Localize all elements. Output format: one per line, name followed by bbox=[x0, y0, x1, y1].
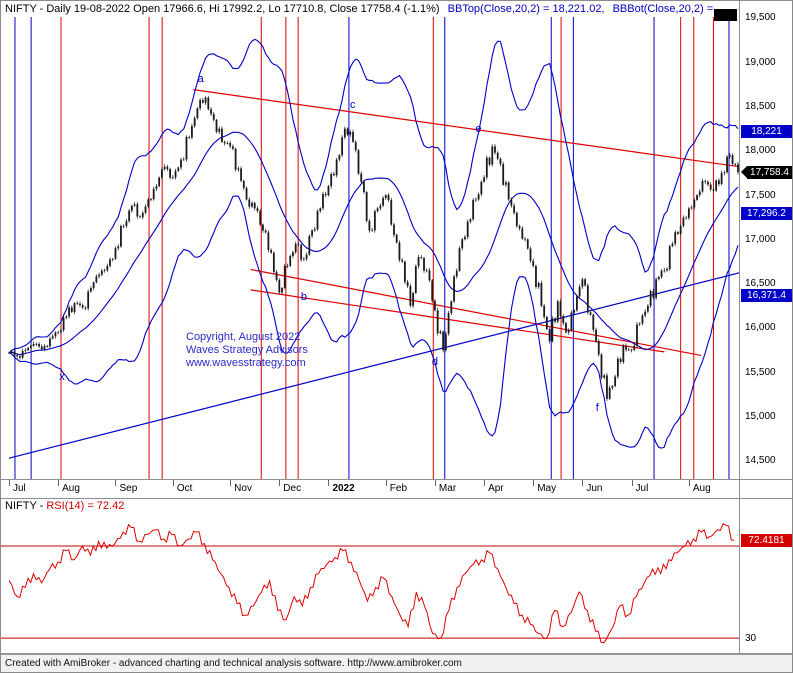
price-axis-label: 17,000 bbox=[745, 233, 776, 245]
month-tick bbox=[688, 480, 690, 486]
month-label: Jul bbox=[635, 483, 649, 494]
month-tick bbox=[434, 480, 436, 486]
rsi-pane-title: NIFTY - RSI(14) = 72.42 bbox=[5, 500, 125, 512]
price-axis-label: 19,500 bbox=[745, 12, 776, 24]
month-label: Oct bbox=[176, 483, 193, 494]
wave-label-c[interactable]: c bbox=[350, 99, 356, 112]
price-axis-label: 16,500 bbox=[745, 278, 776, 290]
month-label: Jun bbox=[586, 483, 603, 494]
wave-label-b[interactable]: b bbox=[300, 290, 307, 303]
axis-separator bbox=[739, 1, 740, 653]
price-axis-label: 15,000 bbox=[745, 411, 776, 423]
bbtop-label: BBTop(Close,20,2) = 18,221.02, bbox=[447, 3, 605, 15]
status-bar: Created with AmiBroker - advanced charti… bbox=[1, 654, 792, 672]
month-tick bbox=[230, 480, 232, 486]
month-label: Feb bbox=[389, 483, 408, 494]
rsi-value-label: RSI(14) = 72.42 bbox=[46, 500, 125, 512]
month-label: Aug bbox=[62, 483, 80, 494]
wave-label-a[interactable]: a bbox=[197, 72, 204, 85]
month-label: Apr bbox=[488, 483, 504, 494]
month-tick bbox=[172, 480, 174, 486]
price-axis-label: 14,500 bbox=[745, 455, 776, 467]
price-axis-label: 19,000 bbox=[745, 56, 776, 68]
watermark-line2: Waves Strategy Advisors bbox=[186, 344, 308, 356]
month-label: May bbox=[537, 483, 557, 494]
month-label: Mar bbox=[438, 483, 457, 494]
price-marker: 18,221 bbox=[741, 124, 792, 138]
bbbot-label: BBBot(Close,20,2) = bbox=[612, 3, 714, 15]
month-tick bbox=[328, 480, 330, 486]
month-label: Sep bbox=[119, 483, 138, 494]
rsi-last-value-marker: 72.4181 bbox=[741, 533, 792, 547]
chart-title-ohlc: NIFTY - Daily 19-08-2022 Open 17966.6, H… bbox=[5, 3, 440, 15]
month-tick bbox=[385, 480, 387, 486]
month-tick bbox=[631, 480, 633, 486]
price-pane[interactable] bbox=[1, 17, 739, 479]
wave-label-d[interactable]: d bbox=[431, 355, 439, 368]
chart-title-bar: NIFTY - Daily 19-08-2022 Open 17966.6, H… bbox=[5, 3, 737, 16]
rsi-level-label: 30 bbox=[745, 632, 757, 644]
price-marker: 16,371.4 bbox=[741, 288, 792, 302]
month-tick bbox=[279, 480, 281, 486]
wave-label-e[interactable]: e bbox=[475, 123, 482, 136]
price-axis-label: 16,000 bbox=[745, 322, 776, 334]
month-label: Aug bbox=[692, 483, 711, 494]
month-tick bbox=[582, 480, 584, 486]
price-axis-label: 18,000 bbox=[745, 145, 776, 157]
price-marker: 17,296.2 bbox=[741, 206, 792, 220]
month-tick bbox=[58, 480, 60, 486]
month-tick bbox=[115, 480, 117, 486]
month-tick bbox=[484, 480, 486, 486]
divider bbox=[1, 653, 792, 654]
month-label: Nov bbox=[234, 483, 252, 494]
watermark-line3: www.wavesstrategy.com bbox=[186, 357, 306, 369]
status-bar-text: Created with AmiBroker - advanced charti… bbox=[5, 658, 462, 669]
divider bbox=[1, 498, 792, 499]
top-right-flag bbox=[714, 9, 737, 21]
divider bbox=[1, 479, 792, 480]
price-axis-label: 18,500 bbox=[745, 100, 776, 112]
watermark: Copyright, August 2022 Waves Strategy Ad… bbox=[186, 331, 308, 370]
month-label: 2022 bbox=[332, 483, 355, 494]
month-label: Dec bbox=[283, 483, 302, 494]
price-marker: 17,758.4 bbox=[741, 165, 792, 179]
rsi-symbol-label: NIFTY - bbox=[5, 500, 47, 512]
month-tick bbox=[533, 480, 535, 486]
month-tick bbox=[9, 480, 10, 486]
wave-label-x[interactable]: x bbox=[59, 371, 65, 384]
watermark-line1: Copyright, August 2022 bbox=[186, 331, 301, 343]
month-label: Jul bbox=[13, 483, 26, 494]
time-axis[interactable]: Jul Aug Sep Oct Nov Dec 2022 Feb Mar Apr May Jun Jul… bbox=[1, 479, 792, 498]
wave-label-f[interactable]: f bbox=[595, 402, 599, 415]
price-axis-label: 15,500 bbox=[745, 366, 776, 378]
rsi-pane[interactable] bbox=[1, 510, 739, 652]
price-axis-label: 17,500 bbox=[745, 189, 776, 201]
